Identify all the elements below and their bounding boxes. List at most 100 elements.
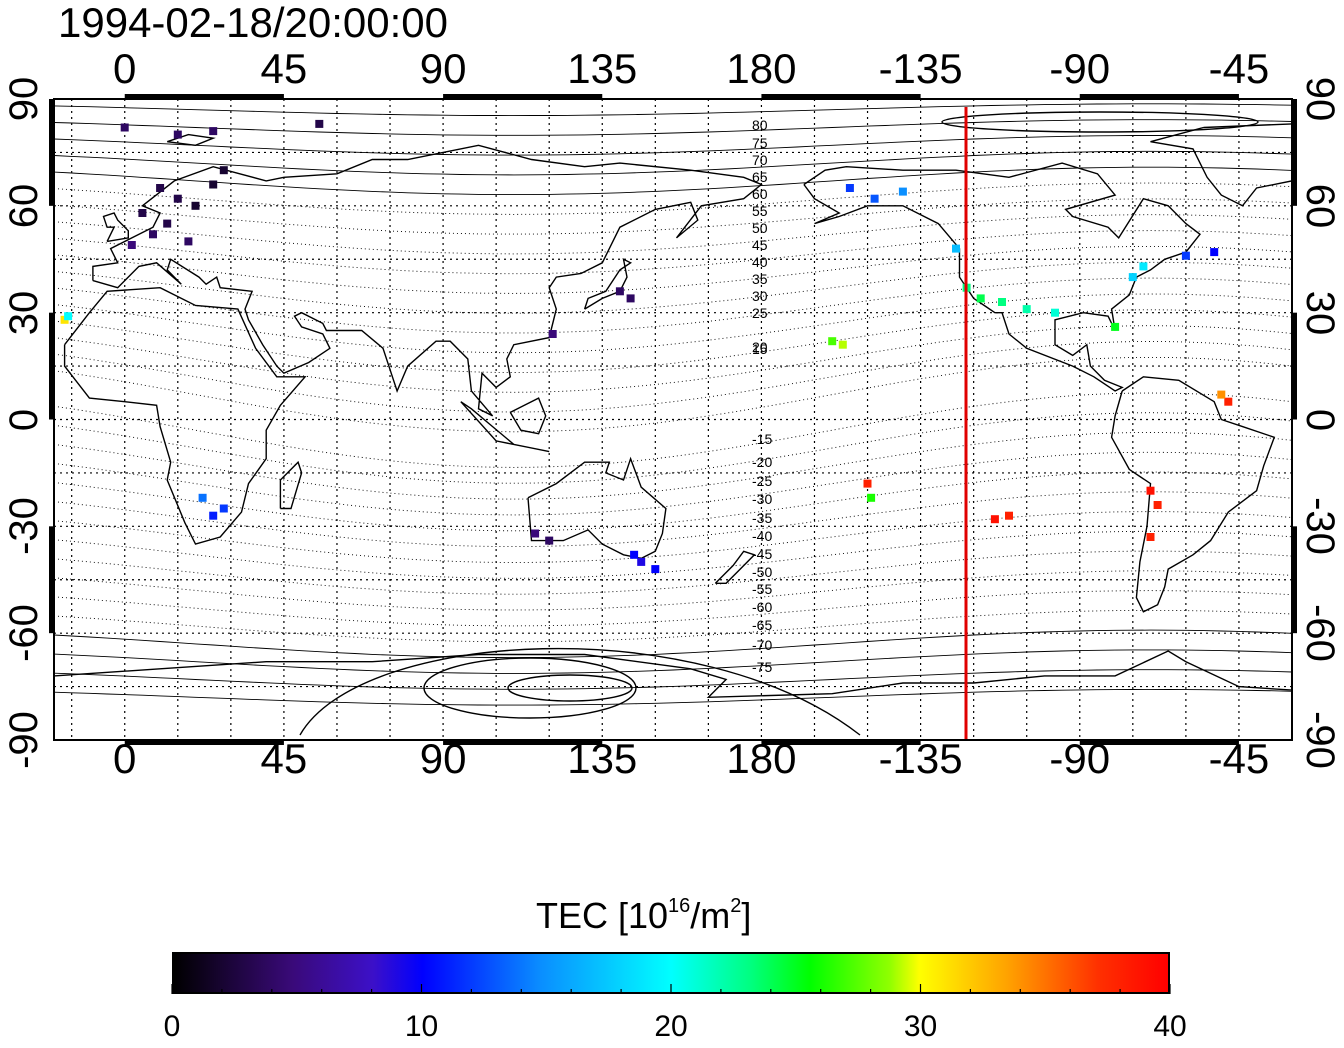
magnetic-contour-line [54,103,1292,117]
magnetic-latitude-label: 45 [752,237,768,253]
colorbar-tick-label: 30 [903,1010,938,1043]
y-tick-label: -30 [1298,497,1342,556]
tec-data-point [198,493,207,502]
tec-data-point [630,550,639,559]
magnetic-contour-line [54,451,1292,516]
magnetic-latitude-label: 30 [752,288,768,304]
magnetic-latitude-label: -75 [752,659,773,675]
tec-data-point [828,337,837,346]
tec-data-point [138,209,147,217]
magnetic-latitude-label: 25 [752,305,768,321]
magnetic-latitude-label: -60 [752,599,773,615]
x-tick-label: -45 [1208,735,1270,782]
japan-coast [583,258,633,310]
coastlines [54,123,1292,699]
x-tick-label: 90 [419,45,467,92]
tec-data-point [1153,501,1162,509]
tec-data-point [870,194,879,203]
magnetic-contour-line [54,688,1292,706]
y-tick-label: 90 [1298,76,1342,122]
magnetic-latitude-label: 65 [752,169,768,185]
colorbar-title: TEC [1016/m2] [536,896,751,934]
colorbar-title-prefix: TEC [10 [536,895,669,936]
x-tick-label: 45 [260,45,308,92]
tec-data-point [531,529,540,538]
magnetic-latitude-label: -55 [752,581,773,597]
colorbar-tick-label: 40 [1153,1010,1187,1043]
colorbar-tick-label: 20 [654,1010,688,1043]
x-tick-label: 45 [260,735,308,782]
axis-band-segment [761,739,921,745]
magnetic-contour-line [54,119,1292,136]
tec-data-point [637,557,646,566]
magnetic-latitude-label: -15 [752,431,773,447]
tec-data-points [60,119,1233,574]
magnetic-latitude-label: 15 [752,341,768,357]
magnetic-latitude-label: 50 [752,220,768,236]
y-tick-label: 30 [1298,290,1342,335]
y-tick-label: -60 [1298,604,1342,663]
magnetic-contour-line [54,230,1292,275]
magnetic-pole-contour [941,111,1259,133]
colorbar [172,952,1170,994]
x-tick-label: 135 [567,45,638,92]
magnetic-latitude-label: 70 [752,152,768,168]
magnetic-contour-line [54,309,1292,373]
south-america-coast [1110,376,1276,613]
y-tick-label: 0 [1298,408,1342,431]
magnetic-contour-line [54,511,1292,563]
magnetic-pole-contour [507,674,633,702]
borneo-coast [509,397,547,435]
magnetic-latitude-label: -65 [752,617,773,633]
y-tick-label: 60 [2,183,46,229]
magnetic-contour-line [54,150,1292,176]
tec-data-point [615,287,624,296]
magnetic-latitude-label: 55 [752,203,768,219]
tec-data-point [315,119,324,128]
tec-data-point [1146,486,1155,495]
magnetic-contour-line [54,293,1292,354]
magnetic-contour-line [54,392,1292,468]
tec-data-point [127,241,136,249]
axis-band-segment [761,94,921,100]
map-title: 1994-02-18/20:00:00 [58,0,448,46]
magnetic-contour-line [54,669,1292,690]
magnetic-latitude-label: -30 [752,491,773,507]
y-tick-label: 90 [2,76,46,122]
tec-data-point [163,219,172,228]
tec-data-point [1139,262,1148,271]
tec-data-point [173,130,182,139]
tec-data-point [1022,305,1031,314]
magnetic-contour-line [54,432,1292,500]
tec-data-point [867,493,876,502]
tec-data-point [976,294,985,303]
africa-coast [63,286,307,545]
tec-data-point [209,511,218,520]
magnetic-contour-line [54,261,1292,314]
x-tick-label: 0 [113,45,137,92]
tec-data-point [1051,308,1059,317]
magnetic-contour-line [54,325,1292,393]
greenland-coast [54,123,1292,207]
y-tick-label: -90 [2,711,46,769]
magnetic-contour-line [54,166,1292,196]
y-tick-label: -90 [1298,711,1342,769]
x-tick-label: 0 [113,735,137,782]
tec-data-point [219,504,228,513]
x-tick-label: 180 [726,735,797,782]
tec-data-point [626,294,635,303]
axis-band-segment [1291,312,1297,420]
magnetic-contour-line [54,649,1292,674]
tec-data-point [1005,511,1013,520]
magnetic-pole-contour [299,647,861,736]
axis-band-segment [1291,99,1297,206]
magnetic-latitude-label: 60 [752,186,768,202]
new-zealand-coast [714,550,756,584]
axis-band-segment [1079,739,1239,745]
magnetic-latitude-label: -45 [752,546,773,562]
tec-data-point [990,515,999,524]
axis-band-segment [1079,94,1239,100]
colorbar-title-exponent: 16 [668,895,691,917]
